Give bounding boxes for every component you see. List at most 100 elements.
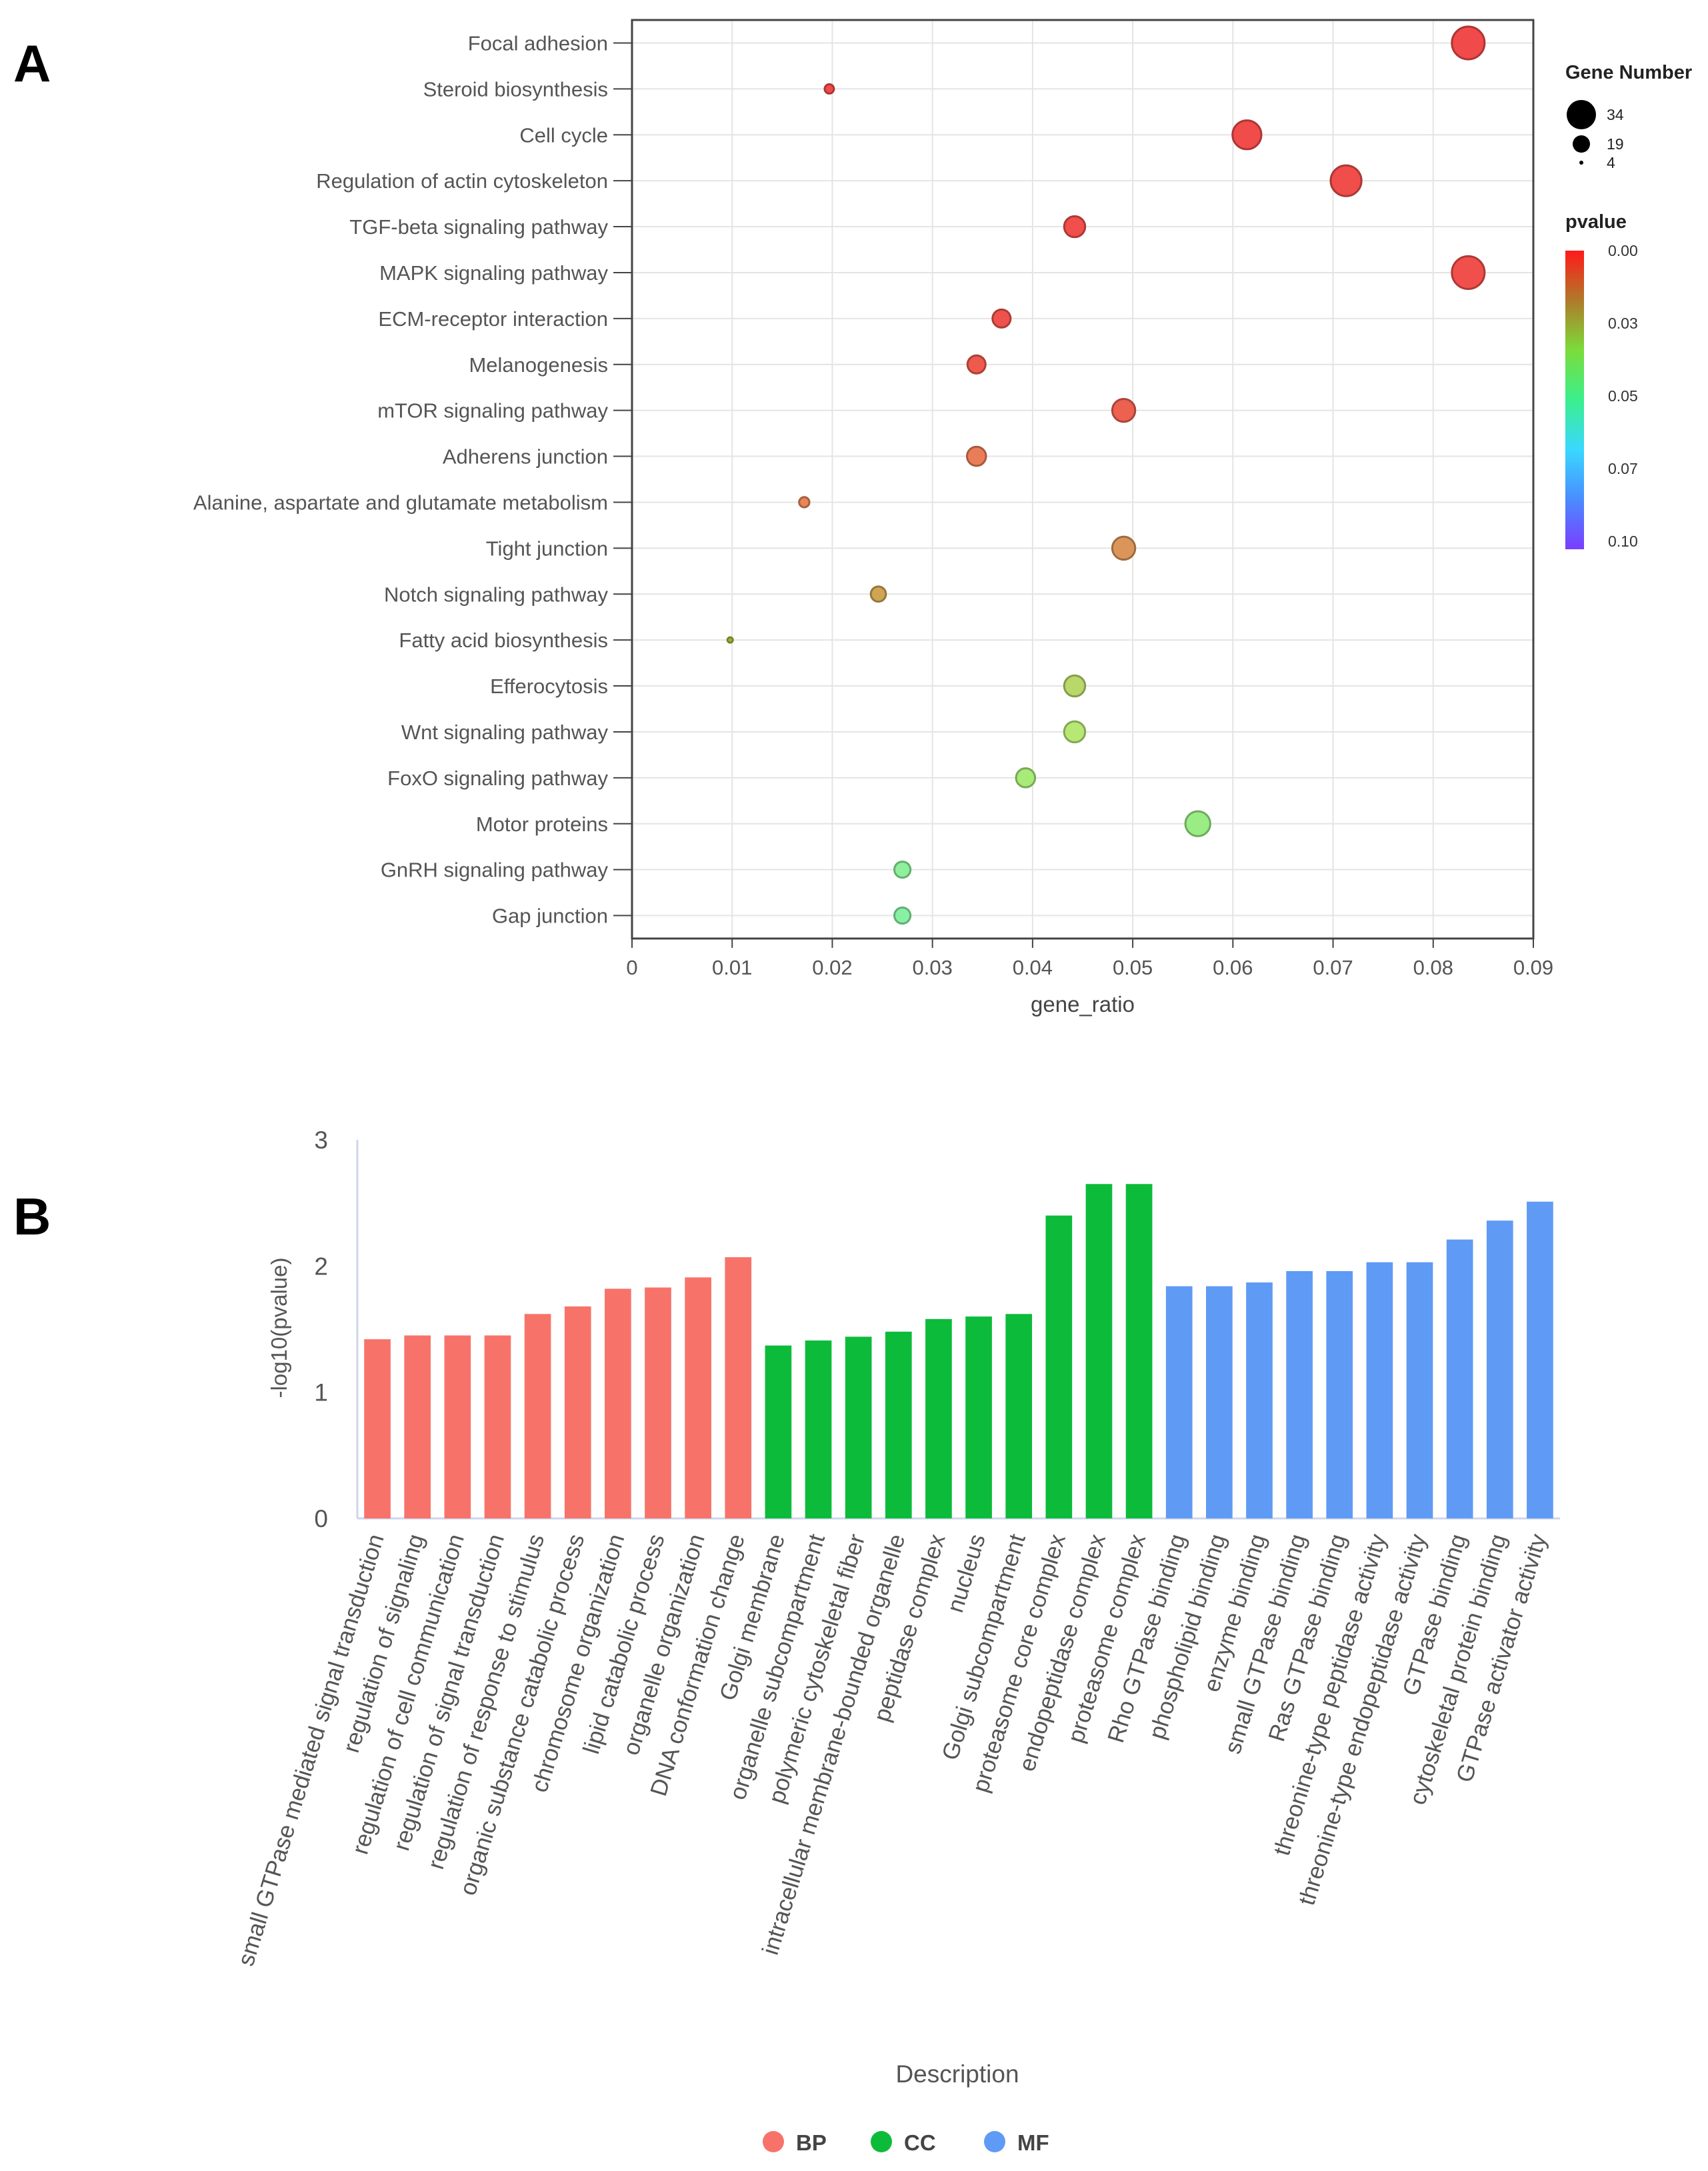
bar (1005, 1314, 1033, 1518)
bar-chart: 0 1 2 3 -log10(pvalue) small GTPase mediate… (233, 1126, 1560, 2155)
bubble-chart-x-axis-title: gene_ratio (1031, 992, 1135, 1017)
bubble-chart-x-tick-label: 0 (626, 956, 637, 979)
bubble-chart-x-tick-label: 0.07 (1313, 956, 1353, 979)
bubble-point (966, 354, 987, 375)
bar-chart-y-tick-label: 3 (314, 1126, 328, 1154)
bar (1045, 1215, 1073, 1518)
bar (1366, 1262, 1393, 1518)
bar (564, 1306, 591, 1518)
bubble-chart-plot-frame (631, 19, 1535, 940)
bar (1085, 1184, 1113, 1518)
bar (484, 1335, 511, 1518)
bubble-chart-grid (632, 20, 1533, 939)
bar (1406, 1262, 1433, 1518)
gene-number-legend: Gene Number 34 194 (1565, 62, 1692, 171)
pvalue-legend-tick-label: 0.05 (1608, 387, 1638, 405)
bar (925, 1318, 952, 1518)
bubble-point (965, 445, 987, 467)
gene-number-legend-label: 19 (1607, 135, 1624, 153)
gene-number-legend-dot (1579, 161, 1583, 165)
bar (1206, 1286, 1233, 1518)
bubble-chart-term-label: GnRH signaling pathway (381, 859, 609, 882)
bubble-point (1063, 674, 1087, 698)
bubble-point (823, 83, 835, 95)
bubble-point (1063, 215, 1087, 239)
bar-chart-legend-label: BP (796, 2130, 827, 2155)
bubble-point (1184, 810, 1211, 837)
bar-chart-y-tick-labels: 0 1 2 3 (314, 1126, 328, 1532)
bar (404, 1335, 431, 1518)
bar (1125, 1184, 1153, 1518)
bubble-chart: Focal adhesion Steroid biosynthesis Cell c… (193, 19, 1692, 1017)
bar-chart-legend-label: CC (904, 2130, 936, 2155)
bubble-chart-term-label: TGF-beta signaling pathway (349, 215, 608, 239)
bar (805, 1340, 832, 1518)
bubble-chart-x-tick-label: 0.06 (1213, 956, 1253, 979)
bubble-chart-term-label: Notch signaling pathway (384, 583, 609, 606)
bubble-chart-x-tick-label: 0.01 (712, 956, 752, 979)
bar (1165, 1286, 1193, 1518)
bar (605, 1288, 631, 1518)
bubble-chart-x-tick-label: 0.02 (812, 956, 852, 979)
pvalue-colorbar (1565, 251, 1584, 549)
bubble-chart-term-label: MAPK signaling pathway (379, 261, 608, 285)
bar (1486, 1220, 1513, 1518)
bar-chart-legend-swatch (871, 2131, 892, 2152)
bar (965, 1316, 992, 1518)
bar-chart-category-labels: small GTPase mediated signal transductio… (233, 1530, 1552, 1968)
bubble-point (1329, 164, 1363, 197)
gene-number-legend-dot (1573, 135, 1590, 153)
gene-number-legend-entries: 34 194 (1567, 100, 1624, 171)
bar (1527, 1201, 1553, 1518)
bubble-chart-term-label: Melanogenesis (469, 353, 608, 377)
bar (1246, 1282, 1273, 1518)
pvalue-legend: pvalue 0.00 0.03 0.05 0.07 0.10 (1565, 211, 1638, 550)
bubble-chart-term-label: Fatty acid biosynthesis (399, 629, 608, 652)
gene-number-legend-label: 34 (1607, 106, 1624, 123)
bar-chart-legend: BP CC MF (763, 2130, 1049, 2155)
bar (1286, 1270, 1313, 1518)
bubble-chart-term-label: Efferocytosis (490, 675, 608, 698)
bar-chart-y-tick-label: 1 (314, 1379, 328, 1406)
pvalue-legend-tick-label: 0.00 (1608, 242, 1638, 259)
bar-chart-bars (364, 1184, 1553, 1518)
bar-chart-legend-swatch (763, 2131, 784, 2152)
bubble-chart-term-label: Alanine, aspartate and glutamate metabol… (193, 491, 608, 514)
pvalue-legend-title: pvalue (1565, 211, 1627, 233)
bubble-chart-term-label: ECM-receptor interaction (378, 307, 608, 331)
bar (725, 1257, 752, 1518)
bar-chart-y-axis-title: -log10(pvalue) (267, 1258, 291, 1398)
gene-number-legend-title: Gene Number (1565, 62, 1692, 83)
bubble-chart-x-tick-label: 0.09 (1513, 956, 1553, 979)
pvalue-legend-tick-label: 0.10 (1608, 533, 1638, 550)
bubble-chart-x-tick-label: 0.04 (1013, 956, 1053, 979)
bubble-chart-x-tick-labels: 0 0.01 0.02 0.03 0.04 0.05 0.06 0.07 0.08 0.09 (626, 939, 1553, 979)
bubble-chart-term-label: Adherens junction (443, 445, 608, 469)
bubble-point (1063, 720, 1087, 744)
bubble-point (991, 308, 1012, 329)
bubble-chart-term-label: Tight junction (486, 537, 608, 560)
bar (845, 1336, 872, 1518)
bubble-chart-term-label: Wnt signaling pathway (401, 721, 609, 744)
bar-chart-legend-swatch (984, 2131, 1005, 2152)
bubble-point (1451, 255, 1486, 290)
bubble-point (1111, 535, 1137, 561)
bubble-chart-term-label: Motor proteins (476, 813, 608, 836)
bubble-chart-x-tick-label: 0.03 (912, 956, 952, 979)
bar (444, 1335, 471, 1518)
bubble-chart-term-label: Cell cycle (519, 123, 608, 147)
bubble-point (1231, 119, 1263, 151)
bubble-point (1451, 25, 1486, 61)
bar-chart-x-axis-title: Description (895, 2060, 1019, 2088)
bubble-chart-term-label: FoxO signaling pathway (387, 767, 608, 790)
bubble-chart-x-tick-label: 0.08 (1413, 956, 1453, 979)
bar (685, 1277, 711, 1518)
bubble-point (893, 861, 912, 879)
bar-chart-y-tick-label: 2 (314, 1252, 328, 1280)
bar (524, 1314, 551, 1518)
bar (1446, 1239, 1473, 1518)
bubble-chart-term-labels: Focal adhesion Steroid biosynthesis Cell c… (193, 31, 632, 928)
pvalue-legend-tick-label: 0.07 (1608, 460, 1638, 477)
bubble-chart-term-label: Focal adhesion (468, 31, 608, 55)
